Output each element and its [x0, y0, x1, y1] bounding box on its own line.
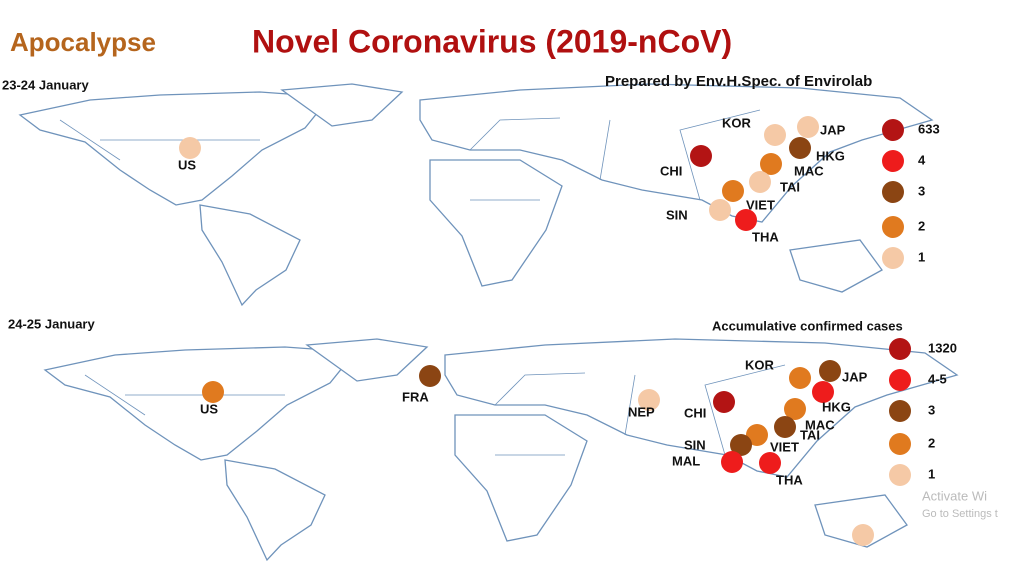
- country-label: SIN: [666, 207, 688, 222]
- country-label: HKG: [816, 148, 845, 163]
- case-marker: [419, 365, 441, 387]
- case-marker: [730, 434, 752, 456]
- country-label: JAP: [842, 369, 868, 384]
- country-label: TAI: [780, 179, 800, 194]
- country-label: MAC: [805, 417, 835, 432]
- case-marker: [764, 124, 786, 146]
- case-marker: [179, 137, 201, 159]
- country-label: US: [200, 401, 218, 416]
- case-marker: [774, 416, 796, 438]
- world-map-top: [19, 83, 933, 306]
- legend-marker: [882, 216, 904, 238]
- country-label: VIET: [746, 197, 775, 212]
- legend-marker: [882, 119, 904, 141]
- case-marker: [789, 367, 811, 389]
- case-marker: [709, 199, 731, 221]
- case-marker: [746, 424, 768, 446]
- case-marker: [638, 389, 660, 411]
- country-label: NEP: [628, 404, 655, 419]
- country-label: KOR: [745, 357, 775, 372]
- case-marker: [749, 171, 771, 193]
- legend-label: 2: [918, 218, 925, 233]
- credit: Prepared by Env.H.Spec. of Envirolab: [605, 73, 872, 90]
- case-marker: [812, 381, 834, 403]
- legend-marker: [889, 369, 911, 391]
- legend-label: 633: [918, 121, 940, 136]
- case-marker: [819, 360, 841, 382]
- title: Novel Coronavirus (2019-nCoV): [252, 23, 732, 59]
- country-label: TAI: [800, 427, 820, 442]
- legend-label: 4-5: [928, 371, 947, 386]
- case-marker: [789, 137, 811, 159]
- legend-label: 4: [918, 152, 926, 167]
- case-marker: [721, 451, 743, 473]
- legend-label: 1: [928, 466, 935, 481]
- watermark: Go to Settings t: [922, 508, 998, 520]
- case-marker: [797, 116, 819, 138]
- country-label: CHI: [684, 405, 706, 420]
- case-marker: [202, 381, 224, 403]
- panel-date: 24-25 January: [8, 316, 95, 331]
- legend-marker: [882, 247, 904, 269]
- legend-label: 2: [928, 435, 935, 450]
- legend-label: 1320: [928, 340, 957, 355]
- watermark: Activate Wi: [922, 488, 987, 503]
- title-prefix: Apocalypse: [10, 27, 156, 57]
- case-marker: [713, 391, 735, 413]
- case-marker: [852, 524, 874, 546]
- legend-label: 1: [918, 249, 925, 264]
- legend-marker: [889, 464, 911, 486]
- case-marker: [690, 145, 712, 167]
- country-label: HKG: [822, 399, 851, 414]
- country-label: THA: [752, 229, 779, 244]
- country-label: KOR: [722, 115, 752, 130]
- case-marker: [760, 153, 782, 175]
- country-label: MAC: [794, 163, 824, 178]
- case-marker: [722, 180, 744, 202]
- legend-label: 3: [918, 183, 925, 198]
- legend-marker: [882, 150, 904, 172]
- case-marker: [759, 452, 781, 474]
- legend-label: 3: [928, 402, 935, 417]
- country-label: SIN: [684, 437, 706, 452]
- country-label: VIET: [770, 439, 799, 454]
- country-label: MAL: [672, 453, 700, 468]
- case-marker: [735, 209, 757, 231]
- case-marker: [784, 398, 806, 420]
- legend-marker: [889, 433, 911, 455]
- country-label: THA: [776, 472, 803, 487]
- country-label: US: [178, 157, 196, 172]
- legend-title: Accumulative confirmed cases: [712, 318, 903, 333]
- country-label: CHI: [660, 163, 682, 178]
- legend-marker: [889, 338, 911, 360]
- country-label: JAP: [820, 122, 846, 137]
- country-label: FRA: [402, 389, 429, 404]
- panel-date: 23-24 January: [2, 77, 89, 92]
- legend-marker: [882, 181, 904, 203]
- legend-marker: [889, 400, 911, 422]
